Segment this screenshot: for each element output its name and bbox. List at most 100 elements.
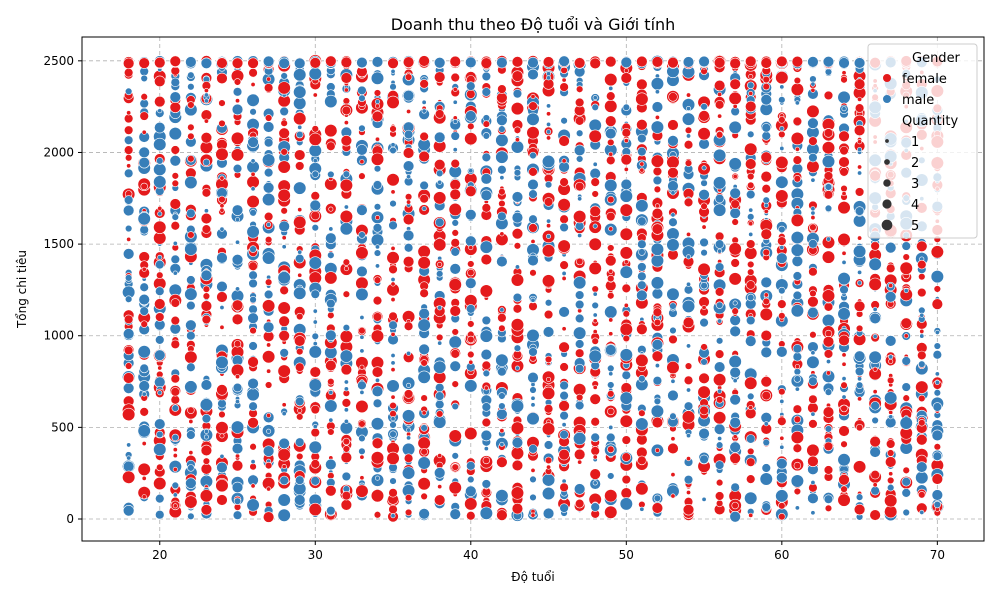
data-point	[592, 329, 598, 335]
data-point	[358, 326, 366, 335]
data-point	[370, 329, 385, 343]
data-point	[358, 124, 366, 132]
data-point	[700, 179, 708, 187]
data-point	[760, 228, 772, 240]
data-point	[697, 385, 711, 399]
data-point	[249, 108, 257, 116]
data-point	[526, 412, 540, 426]
data-point	[434, 382, 445, 393]
data-point	[606, 91, 616, 101]
data-point	[203, 208, 209, 214]
data-point	[342, 258, 351, 266]
data-point	[157, 254, 163, 260]
data-point	[541, 473, 556, 487]
data-point	[560, 117, 568, 125]
data-point	[186, 275, 196, 285]
data-point	[324, 94, 338, 109]
data-point	[854, 103, 865, 113]
data-point	[607, 445, 615, 454]
legend-size-marker-2	[884, 159, 890, 165]
data-point	[608, 226, 614, 232]
data-point	[934, 379, 940, 385]
data-point	[561, 326, 567, 332]
data-point	[667, 119, 679, 131]
data-point	[529, 269, 537, 277]
data-point	[498, 199, 506, 208]
data-point	[589, 205, 601, 218]
data-point	[760, 329, 772, 342]
data-point	[857, 269, 863, 275]
data-point	[123, 67, 134, 78]
data-point	[420, 424, 428, 432]
data-point	[686, 133, 692, 139]
data-point	[216, 384, 228, 396]
data-point	[498, 188, 506, 196]
data-point	[421, 206, 427, 212]
data-point	[434, 217, 445, 228]
data-point	[390, 353, 396, 359]
legend-quantity-title: Quantity	[902, 114, 958, 129]
data-point	[884, 456, 897, 468]
data-point	[526, 112, 540, 126]
data-point	[200, 444, 213, 457]
data-point	[541, 244, 556, 258]
data-point	[559, 214, 569, 224]
data-point	[480, 348, 493, 361]
data-point	[341, 398, 352, 408]
data-point	[541, 486, 556, 501]
data-point	[465, 185, 477, 197]
data-point	[404, 508, 413, 517]
data-point	[589, 468, 601, 480]
data-point	[297, 407, 303, 413]
data-point	[775, 70, 789, 85]
data-point	[232, 163, 243, 174]
data-point	[729, 187, 741, 199]
data-point	[840, 184, 848, 193]
data-point	[157, 108, 163, 114]
data-point	[637, 146, 647, 157]
data-point	[138, 146, 150, 159]
data-point	[250, 82, 256, 88]
data-point	[172, 453, 178, 459]
data-point	[621, 435, 632, 445]
data-point	[838, 57, 850, 69]
data-point	[857, 139, 863, 145]
data-point	[437, 179, 443, 185]
data-point	[838, 334, 850, 347]
data-point	[775, 489, 789, 503]
data-point	[141, 266, 147, 272]
data-point	[154, 75, 166, 88]
data-point	[122, 204, 135, 217]
data-point	[761, 123, 771, 133]
data-point	[670, 493, 676, 499]
data-point	[495, 489, 509, 503]
data-point	[530, 382, 536, 388]
data-point	[157, 205, 163, 211]
data-point	[901, 488, 911, 498]
data-point	[450, 247, 460, 257]
data-point	[266, 76, 272, 82]
data-point	[620, 487, 633, 499]
data-point	[465, 485, 477, 497]
data-point	[262, 511, 275, 523]
data-point	[308, 256, 322, 270]
data-point	[651, 416, 664, 429]
data-point	[402, 160, 415, 172]
data-point	[200, 212, 213, 225]
data-point	[480, 253, 493, 266]
data-point	[295, 475, 305, 485]
data-point	[168, 127, 182, 141]
data-point	[577, 232, 583, 238]
data-point	[340, 134, 353, 147]
data-point	[715, 396, 724, 404]
data-point	[497, 211, 507, 222]
data-point	[775, 189, 789, 203]
data-point	[467, 122, 475, 131]
data-point	[558, 306, 570, 318]
data-point	[589, 167, 601, 180]
data-point	[713, 423, 726, 435]
data-point	[776, 55, 788, 68]
data-point	[790, 230, 804, 245]
data-point	[216, 252, 228, 264]
data-point	[451, 463, 459, 471]
